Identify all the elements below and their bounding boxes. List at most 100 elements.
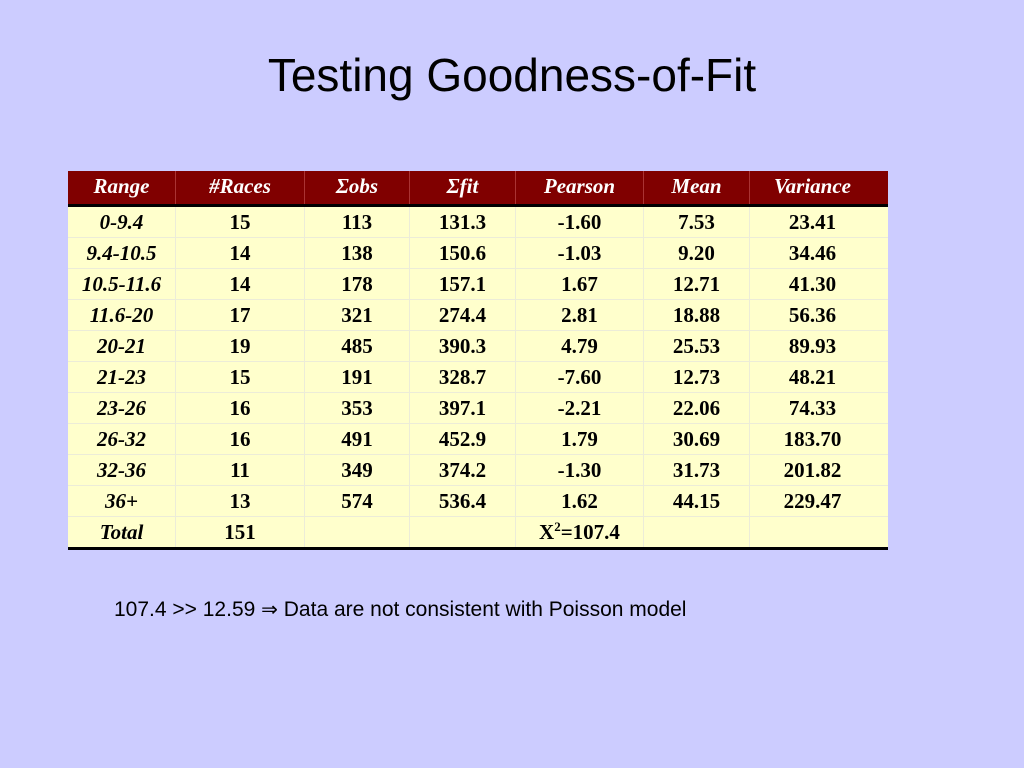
- cell-variance: 89.93: [749, 331, 875, 361]
- table-row: 21-23 15 191 328.7 -7.60 12.73 48.21: [68, 362, 888, 393]
- chi-number: =107.4: [560, 520, 620, 544]
- total-row: Total 151 X2=107.4: [68, 517, 888, 547]
- header-pearson: Pearson: [515, 171, 643, 204]
- cell-races: 16: [175, 393, 304, 423]
- cell-sum-obs: 353: [304, 393, 409, 423]
- table-row: 10.5-11.6 14 178 157.1 1.67 12.71 41.30: [68, 269, 888, 300]
- implies-arrow-icon: ⇒: [261, 597, 278, 621]
- note-comparison: 107.4 >> 12.59: [114, 598, 256, 621]
- cell-races: 16: [175, 424, 304, 454]
- cell-pearson: 1.79: [515, 424, 643, 454]
- cell-sum-fit: 397.1: [409, 393, 515, 423]
- chi-square-value: X2=107.4: [515, 517, 643, 547]
- cell-pearson: -1.03: [515, 238, 643, 268]
- cell-pearson: 4.79: [515, 331, 643, 361]
- cell-variance: 183.70: [749, 424, 875, 454]
- cell-sum-obs: 349: [304, 455, 409, 485]
- cell-sum-fit: 157.1: [409, 269, 515, 299]
- cell-sum-obs: 113: [304, 207, 409, 237]
- cell-races: 15: [175, 362, 304, 392]
- cell-variance: 34.46: [749, 238, 875, 268]
- cell-range: 10.5-11.6: [81, 272, 162, 296]
- cell-mean: 12.73: [643, 362, 749, 392]
- cell-pearson: 1.62: [515, 486, 643, 516]
- total-empty-variance: [749, 517, 875, 547]
- cell-range: 20-21: [97, 334, 146, 358]
- cell-sum-fit: 150.6: [409, 238, 515, 268]
- cell-races: 14: [175, 238, 304, 268]
- note-conclusion: Data are not consistent with Poisson mod…: [283, 598, 687, 621]
- cell-pearson: -2.21: [515, 393, 643, 423]
- cell-sum-fit: 328.7: [409, 362, 515, 392]
- total-empty-fit: [409, 517, 515, 547]
- cell-range: 23-26: [97, 396, 146, 420]
- cell-range: 9.4-10.5: [86, 241, 157, 265]
- cell-mean: 7.53: [643, 207, 749, 237]
- cell-range: 26-32: [97, 427, 146, 451]
- cell-range: 21-23: [97, 365, 146, 389]
- conclusion-note: 107.4 >> 12.59 ⇒ Data are not consistent…: [114, 597, 686, 622]
- cell-mean: 31.73: [643, 455, 749, 485]
- cell-sum-obs: 178: [304, 269, 409, 299]
- cell-variance: 23.41: [749, 207, 875, 237]
- cell-pearson: 1.67: [515, 269, 643, 299]
- cell-mean: 25.53: [643, 331, 749, 361]
- header-range: Range: [93, 174, 150, 198]
- table-body: 0-9.4 15 113 131.3 -1.60 7.53 23.41 9.4-10.5 14 1…: [68, 207, 888, 550]
- cell-pearson: -7.60: [515, 362, 643, 392]
- cell-races: 13: [175, 486, 304, 516]
- header-sum-obs: Σobs: [304, 171, 409, 204]
- cell-pearson: 2.81: [515, 300, 643, 330]
- slide-title: Testing Goodness-of-Fit: [267, 49, 757, 101]
- cell-sum-obs: 138: [304, 238, 409, 268]
- cell-variance: 74.33: [749, 393, 875, 423]
- cell-range: 36+: [105, 489, 138, 513]
- cell-races: 11: [175, 455, 304, 485]
- header-mean: Mean: [643, 171, 749, 204]
- cell-mean: 30.69: [643, 424, 749, 454]
- cell-range: 0-9.4: [99, 210, 144, 234]
- cell-variance: 41.30: [749, 269, 875, 299]
- cell-mean: 9.20: [643, 238, 749, 268]
- cell-races: 17: [175, 300, 304, 330]
- cell-sum-obs: 321: [304, 300, 409, 330]
- cell-sum-fit: 374.2: [409, 455, 515, 485]
- table-row: 32-36 11 349 374.2 -1.30 31.73 201.82: [68, 455, 888, 486]
- cell-sum-fit: 390.3: [409, 331, 515, 361]
- cell-races: 15: [175, 207, 304, 237]
- chi-exponent: 2: [554, 519, 561, 534]
- cell-races: 19: [175, 331, 304, 361]
- cell-sum-fit: 274.4: [409, 300, 515, 330]
- table-header: Range #Races Σobs Σfit Pearson Mean Vari…: [68, 171, 888, 207]
- chi-symbol: X: [539, 520, 555, 544]
- total-label: Total: [99, 520, 144, 544]
- table-row: 36+ 13 574 536.4 1.62 44.15 229.47: [68, 486, 888, 517]
- cell-sum-obs: 491: [304, 424, 409, 454]
- table-row: 11.6-20 17 321 274.4 2.81 18.88 56.36: [68, 300, 888, 331]
- cell-sum-fit: 452.9: [409, 424, 515, 454]
- cell-variance: 56.36: [749, 300, 875, 330]
- table-row: 23-26 16 353 397.1 -2.21 22.06 74.33: [68, 393, 888, 424]
- table-row: 9.4-10.5 14 138 150.6 -1.03 9.20 34.46: [68, 238, 888, 269]
- table-row: 26-32 16 491 452.9 1.79 30.69 183.70: [68, 424, 888, 455]
- header-races: #Races: [175, 171, 304, 204]
- total-races: 151: [175, 517, 304, 547]
- table-row: 20-21 19 485 390.3 4.79 25.53 89.93: [68, 331, 888, 362]
- cell-mean: 44.15: [643, 486, 749, 516]
- cell-variance: 201.82: [749, 455, 875, 485]
- total-empty-obs: [304, 517, 409, 547]
- cell-variance: 229.47: [749, 486, 875, 516]
- cell-mean: 12.71: [643, 269, 749, 299]
- cell-mean: 18.88: [643, 300, 749, 330]
- cell-pearson: -1.60: [515, 207, 643, 237]
- header-variance: Variance: [749, 171, 875, 204]
- total-empty-mean: [643, 517, 749, 547]
- cell-sum-obs: 574: [304, 486, 409, 516]
- goodness-of-fit-table: Range #Races Σobs Σfit Pearson Mean Vari…: [68, 171, 888, 550]
- cell-range: 32-36: [97, 458, 146, 482]
- cell-sum-fit: 536.4: [409, 486, 515, 516]
- cell-variance: 48.21: [749, 362, 875, 392]
- cell-sum-obs: 485: [304, 331, 409, 361]
- header-sum-fit: Σfit: [409, 171, 515, 204]
- cell-mean: 22.06: [643, 393, 749, 423]
